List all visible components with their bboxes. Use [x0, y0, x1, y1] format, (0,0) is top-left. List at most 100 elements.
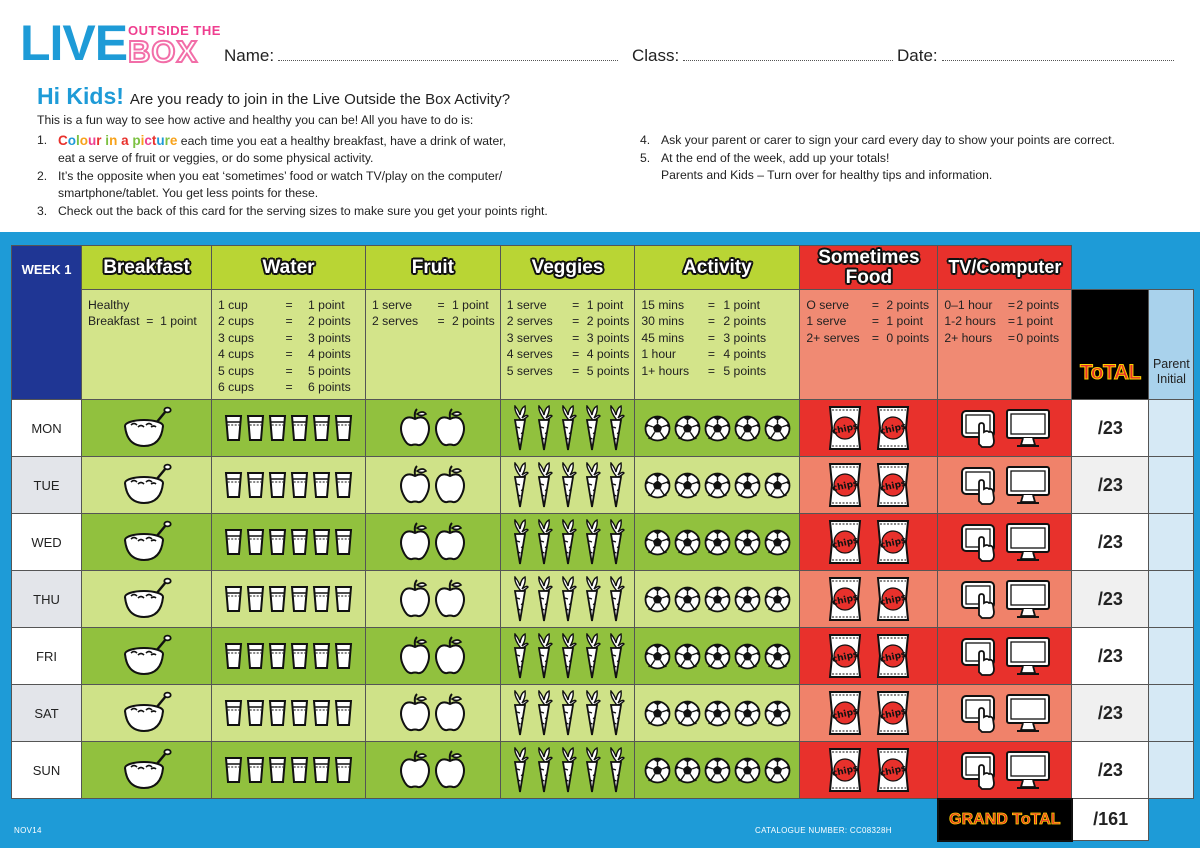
class-field[interactable]: Class: — [632, 46, 894, 66]
sometimes-food-cell[interactable]: chips chips — [799, 399, 939, 457]
apple-icon[interactable] — [366, 579, 500, 619]
soccer-ball-icon[interactable] — [635, 586, 799, 613]
parent-initial-cell[interactable] — [1148, 684, 1195, 742]
fruit-cell[interactable] — [365, 456, 501, 514]
cereal-bowl-icon[interactable] — [82, 691, 211, 735]
apple-icon[interactable] — [366, 408, 500, 448]
carrot-icon[interactable] — [501, 747, 635, 793]
apple-icon[interactable] — [366, 750, 500, 790]
tv-computer-cell[interactable] — [937, 456, 1073, 514]
cereal-bowl-icon[interactable] — [82, 748, 211, 792]
tv-computer-cell[interactable] — [937, 684, 1073, 742]
water-glass-icon[interactable] — [212, 756, 365, 784]
water-glass-icon[interactable] — [212, 585, 365, 613]
activity-cell[interactable] — [634, 684, 801, 742]
breakfast-cell[interactable] — [81, 684, 212, 742]
sometimes-food-cell[interactable]: chips chips — [799, 570, 939, 628]
water-glass-icon[interactable] — [212, 528, 365, 556]
veggies-cell[interactable] — [499, 741, 636, 799]
carrot-icon[interactable] — [501, 576, 635, 622]
activity-cell[interactable] — [634, 456, 801, 514]
sometimes-food-cell[interactable]: chips chips — [799, 741, 939, 799]
activity-cell[interactable] — [634, 513, 801, 571]
soccer-ball-icon[interactable] — [635, 529, 799, 556]
chips-bag-icon[interactable]: chips chips — [800, 404, 937, 452]
tv-computer-cell[interactable] — [937, 513, 1073, 571]
activity-cell[interactable] — [634, 741, 801, 799]
tv-computer-cell[interactable] — [937, 570, 1073, 628]
fruit-cell[interactable] — [365, 399, 501, 457]
carrot-icon[interactable] — [501, 690, 635, 736]
veggies-cell[interactable] — [499, 684, 636, 742]
name-line[interactable] — [278, 47, 619, 61]
breakfast-cell[interactable] — [81, 456, 212, 514]
activity-cell[interactable] — [634, 627, 801, 685]
carrot-icon[interactable] — [501, 462, 635, 508]
sometimes-food-cell[interactable]: chips chips — [799, 513, 939, 571]
day-total[interactable]: /23 — [1071, 399, 1150, 457]
soccer-ball-icon[interactable] — [635, 472, 799, 499]
day-total[interactable]: /23 — [1071, 684, 1150, 742]
cereal-bowl-icon[interactable] — [82, 634, 211, 678]
water-cell[interactable] — [211, 399, 366, 457]
day-total[interactable]: /23 — [1071, 513, 1150, 571]
apple-icon[interactable] — [366, 465, 500, 505]
veggies-cell[interactable] — [499, 513, 636, 571]
water-glass-icon[interactable] — [212, 414, 365, 442]
class-line[interactable] — [683, 47, 894, 61]
apple-icon[interactable] — [366, 693, 500, 733]
monitor-icon[interactable] — [1005, 579, 1051, 619]
veggies-cell[interactable] — [499, 570, 636, 628]
tablet-icon[interactable] — [959, 522, 999, 562]
breakfast-cell[interactable] — [81, 741, 212, 799]
soccer-ball-icon[interactable] — [635, 757, 799, 784]
fruit-cell[interactable] — [365, 627, 501, 685]
fruit-cell[interactable] — [365, 741, 501, 799]
parent-initial-cell[interactable] — [1148, 741, 1195, 799]
fruit-cell[interactable] — [365, 684, 501, 742]
day-total[interactable]: /23 — [1071, 627, 1150, 685]
parent-initial-cell[interactable] — [1148, 456, 1195, 514]
water-cell[interactable] — [211, 741, 366, 799]
breakfast-cell[interactable] — [81, 627, 212, 685]
parent-initial-cell[interactable] — [1148, 627, 1195, 685]
carrot-icon[interactable] — [501, 519, 635, 565]
parent-initial-cell[interactable] — [1148, 399, 1195, 457]
water-cell[interactable] — [211, 570, 366, 628]
tablet-icon[interactable] — [959, 750, 999, 790]
veggies-cell[interactable] — [499, 456, 636, 514]
tablet-icon[interactable] — [959, 693, 999, 733]
tablet-icon[interactable] — [959, 465, 999, 505]
water-glass-icon[interactable] — [212, 471, 365, 499]
breakfast-cell[interactable] — [81, 513, 212, 571]
monitor-icon[interactable] — [1005, 408, 1051, 448]
monitor-icon[interactable] — [1005, 636, 1051, 676]
date-field[interactable]: Date: — [897, 46, 1174, 66]
tv-computer-cell[interactable] — [937, 399, 1073, 457]
chips-bag-icon[interactable]: chips chips — [800, 518, 937, 566]
grand-total-value[interactable]: /161 — [1071, 798, 1150, 841]
cereal-bowl-icon[interactable] — [82, 463, 211, 507]
monitor-icon[interactable] — [1005, 750, 1051, 790]
soccer-ball-icon[interactable] — [635, 643, 799, 670]
veggies-cell[interactable] — [499, 627, 636, 685]
tablet-icon[interactable] — [959, 579, 999, 619]
monitor-icon[interactable] — [1005, 465, 1051, 505]
activity-cell[interactable] — [634, 570, 801, 628]
parent-initial-cell[interactable] — [1148, 570, 1195, 628]
soccer-ball-icon[interactable] — [635, 415, 799, 442]
water-glass-icon[interactable] — [212, 642, 365, 670]
tablet-icon[interactable] — [959, 636, 999, 676]
tv-computer-cell[interactable] — [937, 627, 1073, 685]
apple-icon[interactable] — [366, 522, 500, 562]
breakfast-cell[interactable] — [81, 399, 212, 457]
tv-computer-cell[interactable] — [937, 741, 1073, 799]
chips-bag-icon[interactable]: chips chips — [800, 689, 937, 737]
sometimes-food-cell[interactable]: chips chips — [799, 456, 939, 514]
water-cell[interactable] — [211, 513, 366, 571]
parent-initial-cell[interactable] — [1148, 513, 1195, 571]
chips-bag-icon[interactable]: chips chips — [800, 746, 937, 794]
chips-bag-icon[interactable]: chips chips — [800, 575, 937, 623]
water-cell[interactable] — [211, 456, 366, 514]
tablet-icon[interactable] — [959, 408, 999, 448]
